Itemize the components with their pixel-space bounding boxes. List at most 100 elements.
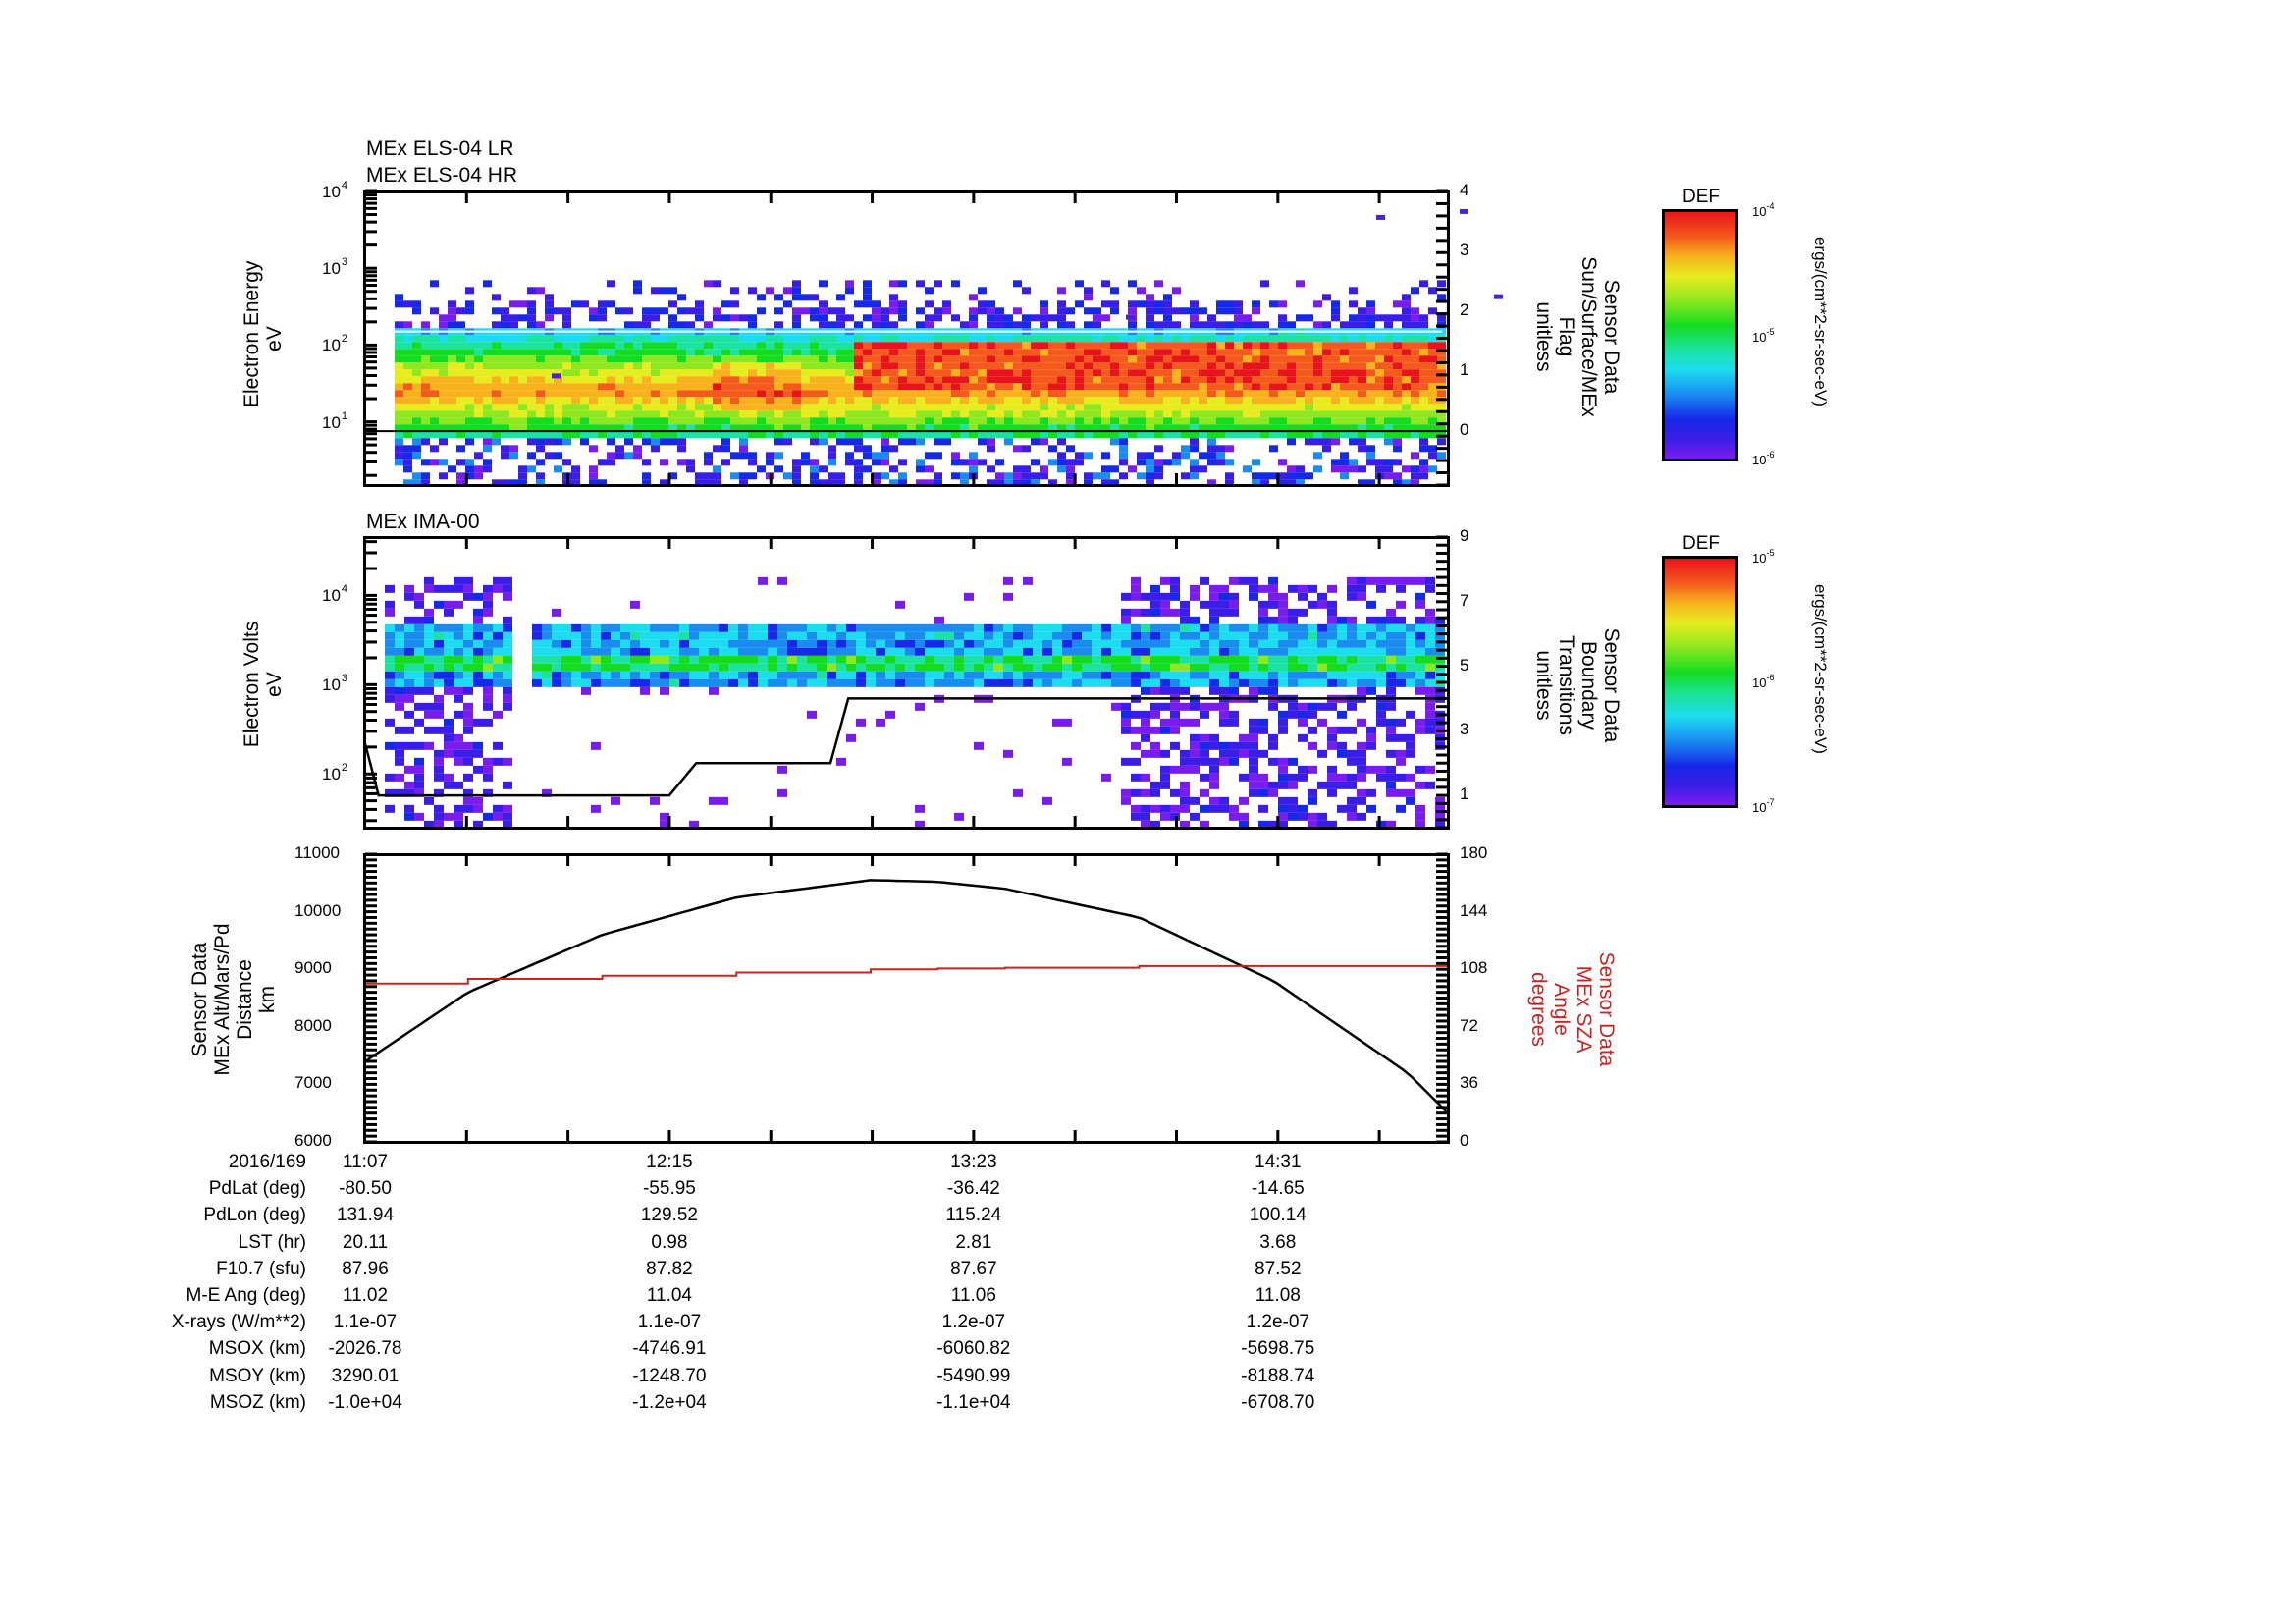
- panel1-ytick: 103: [322, 256, 348, 279]
- panel2-y2tick: 9: [1460, 526, 1469, 545]
- panel3-frame: [363, 853, 1450, 1144]
- ephemeris-row-label: X-rays (W/m**2): [171, 1312, 306, 1333]
- ephemeris-cell: 87.52: [1255, 1258, 1302, 1279]
- colorbar2-tick-min: 10-7: [1752, 797, 1775, 815]
- colorbar1-unit: ergs/(cm**2-sr-sec-eV): [1811, 237, 1830, 406]
- panel3-ytick: 10000: [294, 900, 342, 920]
- ephemeris-cell: 20.11: [342, 1231, 389, 1253]
- panel2-frame: [363, 536, 1450, 830]
- ephemeris-table: 2016/169 11:07 12:15 13:23 14:31 PdLat (deg) -…: [0, 1149, 1571, 1424]
- ephemeris-cell: -36.42: [946, 1178, 1000, 1200]
- panel2-ytick: 103: [322, 673, 348, 695]
- colorbar1-tick-max: 10-4: [1752, 201, 1775, 219]
- panel2-y2tick: 5: [1460, 655, 1469, 675]
- ephemeris-cell: -6060.82: [936, 1338, 1011, 1360]
- colorbar2-title: DEF: [1682, 533, 1720, 554]
- ephemeris-cell: 100.14: [1249, 1205, 1307, 1226]
- panel1-y2label: Sensor Data Sun/Surface/MEx Flag unitles…: [1532, 256, 1623, 417]
- panel3-y2tick: 72: [1460, 1015, 1478, 1035]
- ephemeris-row-label: MSOZ (km): [209, 1391, 306, 1413]
- panel1-ytick: 101: [322, 409, 348, 432]
- ephemeris-cell: -8188.74: [1241, 1365, 1315, 1386]
- panel1-ytick: 102: [322, 333, 348, 355]
- ephemeris-row-label: F10.7 (sfu): [216, 1258, 306, 1279]
- ephemeris-cell: -1248.70: [632, 1365, 707, 1386]
- ephemeris-row: MSOY (km) 3290.01 -1248.70 -5490.99 -8188.74: [0, 1363, 1571, 1389]
- ephemeris-row: F10.7 (sfu) 87.96 87.82 87.67 87.52: [0, 1256, 1571, 1282]
- panel2-y2tick: 7: [1460, 590, 1469, 610]
- panel1-y2tick: 0: [1460, 420, 1469, 440]
- ephemeris-cell: 11.06: [950, 1285, 996, 1306]
- ephemeris-row-label: 2016/169: [228, 1152, 306, 1172]
- panel2-y2tick: 3: [1460, 720, 1469, 739]
- ephemeris-cell: 0.98: [651, 1231, 688, 1253]
- ephemeris-cell: 87.82: [646, 1258, 693, 1279]
- panel3-ytick: 11000: [294, 843, 341, 862]
- ephemeris-cell: 131.94: [336, 1205, 395, 1226]
- ephemeris-row-label: PdLon (deg): [203, 1205, 306, 1226]
- colorbar1: [1662, 209, 1738, 461]
- ephemeris-row-label: MSOY (km): [209, 1365, 306, 1386]
- panel2-y2label: Sensor Data Boundary Transitions unitles…: [1532, 627, 1623, 743]
- ephemeris-cell: 87.67: [950, 1258, 997, 1279]
- panel1-y2tick: 4: [1460, 181, 1469, 199]
- ephemeris-cell: 13:23: [950, 1152, 997, 1172]
- ephemeris-row-label: LST (hr): [238, 1231, 306, 1253]
- panel3-ytick: 7000: [294, 1073, 332, 1093]
- colorbar1-title: DEF: [1682, 187, 1720, 207]
- panel3-ytick: 9000: [294, 958, 332, 978]
- panel1-y2tick: 3: [1460, 241, 1469, 260]
- ephemeris-row-label: M-E Ang (deg): [186, 1285, 307, 1306]
- ephemeris-cell: 129.52: [640, 1205, 698, 1226]
- colorbar1-tick-mid: 10-5: [1752, 327, 1775, 345]
- panel1-title-hr: MEx ELS-04 HR: [366, 164, 518, 187]
- panel3-y2tick: 144: [1460, 900, 1488, 920]
- panel3-y2tick: 0: [1460, 1131, 1469, 1150]
- ephemeris-row: PdLat (deg) -80.50 -55.95 -36.42 -14.65: [0, 1175, 1571, 1202]
- ephemeris-row-label: PdLat (deg): [208, 1178, 306, 1200]
- ephemeris-cell: -5698.75: [1241, 1338, 1315, 1360]
- ephemeris-cell: 3290.01: [331, 1365, 400, 1386]
- ephemeris-cell: -80.50: [339, 1178, 392, 1200]
- ephemeris-cell: 11.02: [342, 1285, 389, 1306]
- ephemeris-cell: 87.96: [342, 1258, 389, 1279]
- ephemeris-row: MSOZ (km) -1.0e+04 -1.2e+04 -1.1e+04 -6708.7…: [0, 1389, 1571, 1416]
- panel2-ytick: 104: [322, 583, 348, 606]
- ephemeris-cell: 1.2e-07: [1246, 1312, 1310, 1333]
- ephemeris-cell: 115.24: [945, 1205, 1002, 1226]
- ephemeris-cell: -55.95: [642, 1178, 696, 1200]
- colorbar2-tick-max: 10-5: [1752, 548, 1775, 566]
- panel1-y2tick: 1: [1460, 360, 1469, 380]
- ephemeris-row-label: MSOX (km): [208, 1338, 306, 1360]
- ephemeris-cell: 14:31: [1255, 1152, 1302, 1172]
- ephemeris-cell: 2.81: [955, 1231, 992, 1253]
- ephemeris-cell: 1.1e-07: [333, 1312, 398, 1333]
- panel2-title: MEx IMA-00: [366, 511, 480, 533]
- ephemeris-cell: -1.1e+04: [936, 1391, 1011, 1413]
- ephemeris-cell: -4746.91: [632, 1338, 707, 1360]
- panel1-title-lr: MEx ELS-04 LR: [366, 137, 514, 160]
- ephemeris-cell: -14.65: [1251, 1178, 1305, 1200]
- panel3-y2tick: 36: [1460, 1073, 1478, 1093]
- ephemeris-cell: -1.0e+04: [328, 1391, 402, 1413]
- colorbar1-tick-min: 10-6: [1752, 450, 1775, 467]
- panel1-frame: [363, 190, 1450, 487]
- ephemeris-cell: 11:07: [342, 1152, 389, 1172]
- els-spectrogram: [365, 189, 1503, 487]
- altitude-sza-lineplot: [364, 852, 1449, 1144]
- panel2-ylabel: Electron Volts eV: [240, 621, 286, 748]
- panel2-y2tick: 1: [1460, 784, 1469, 804]
- panel1-ylabel: Electron Energy eV: [240, 260, 286, 407]
- panel3-ytick: 8000: [294, 1015, 332, 1035]
- ephemeris-time-row: 2016/169 11:07 12:15 13:23 14:31: [0, 1149, 1571, 1175]
- ephemeris-cell: -5490.99: [936, 1365, 1011, 1386]
- colorbar2-unit: ergs/(cm**2-sr-sec-eV): [1811, 584, 1830, 754]
- ephemeris-cell: 1.1e-07: [637, 1312, 702, 1333]
- ephemeris-cell: 3.68: [1259, 1231, 1297, 1253]
- ephemeris-row: LST (hr) 20.11 0.98 2.81 3.68: [0, 1229, 1571, 1256]
- panel3-ytick: 6000: [294, 1131, 332, 1150]
- ephemeris-cell: -2026.78: [328, 1338, 402, 1360]
- panel3-y2tick: 108: [1460, 958, 1488, 978]
- ephemeris-cell: 1.2e-07: [941, 1312, 1006, 1333]
- panel1-ytick: 104: [322, 180, 348, 201]
